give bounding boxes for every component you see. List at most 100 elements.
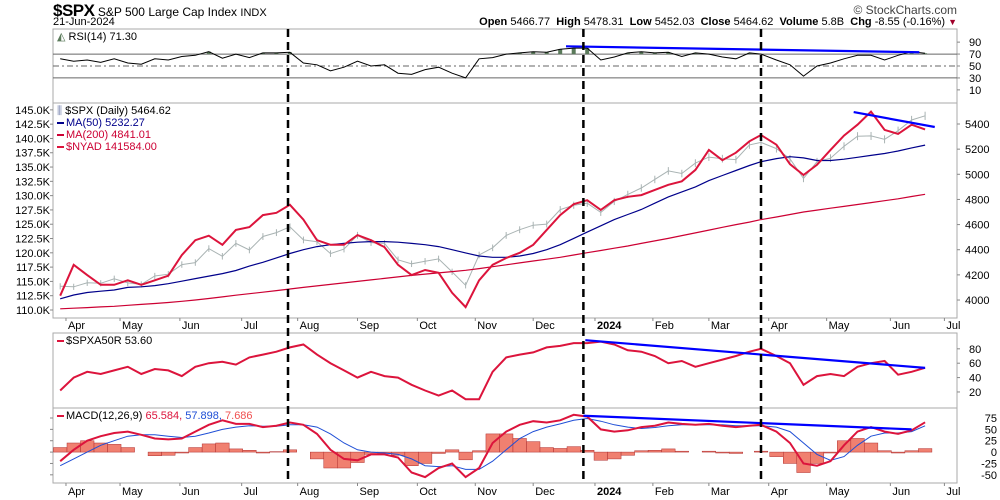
price-right-tick-label: 4000 <box>965 295 989 307</box>
price-legend: ⫼ $SPX (Daily) 5464.62 MA(50) 5232.27 MA… <box>57 105 171 153</box>
nyad-left-tick-label: 120.0K <box>15 248 51 260</box>
rsi-tick-label: 50 <box>969 61 981 73</box>
macd-legend-text: MACD(12,26,9) <box>66 410 143 422</box>
date-tick-label: Jul <box>946 486 960 498</box>
histogram-value: 7.686 <box>225 410 253 422</box>
date-tick-label: May <box>122 320 143 332</box>
macd-legend: MACD(12,26,9) 65.584, 57.898, 7.686 <box>57 410 253 422</box>
macd-histogram-bar <box>783 451 798 464</box>
rsi-line <box>60 47 926 79</box>
price-right-tick-label: 4800 <box>965 194 989 206</box>
date-tick-label: Dec <box>535 486 555 498</box>
ma50-legend-text: MA(50) 5232.27 <box>66 117 145 129</box>
macd-histogram-bar <box>53 447 68 453</box>
security-name: S&P 500 Large Cap Index <box>97 5 238 19</box>
macd-histogram-bar <box>566 446 581 453</box>
macd-line <box>59 413 926 479</box>
macd-histogram-bar <box>769 451 784 457</box>
macd-histogram-bar <box>539 447 554 453</box>
chg-label: Chg <box>850 16 872 28</box>
macd-histogram-bar <box>580 450 595 453</box>
date-tick-label: Jun <box>182 320 200 332</box>
rsi-icon: ◭ <box>57 31 66 43</box>
date-tick-label: Dec <box>535 320 555 332</box>
exchange: INDX <box>240 7 267 19</box>
ma200-line <box>60 193 926 310</box>
macd-tick-label: 75 <box>985 413 997 425</box>
nyad-left-tick-label: 127.5K <box>15 205 51 217</box>
nyad-left-tick-label: 115.0K <box>16 276 51 288</box>
ohlc-bars-icon: ⫼ <box>57 105 63 117</box>
ma50-line <box>60 144 926 300</box>
nyad-left-tick-label: 110.0K <box>16 305 51 317</box>
rsi-trendline <box>565 45 920 54</box>
chart-date: 21-Jun-2024 <box>53 16 115 28</box>
macd-histogram-bar <box>445 449 460 453</box>
macd-tick-label: 25 <box>985 436 997 448</box>
macd-histogram-bar <box>877 450 892 453</box>
symbol: $SPX <box>53 1 95 20</box>
a50r-tick-label: 40 <box>969 373 981 385</box>
down-triangle-icon: ▼ <box>948 17 957 27</box>
spx-legend-text: $SPX (Daily) 5464.62 <box>65 105 171 117</box>
nyad-left-tick-label: 145.0K <box>15 105 51 117</box>
nyad-left-tick-label: 142.5K <box>15 119 51 131</box>
rsi-legend: ◭ RSI(14) 71.30 <box>57 31 137 43</box>
macd-histogram-bar <box>418 451 433 464</box>
macd-value: 65.584, <box>145 410 183 422</box>
stockcharts-watermark: © StockCharts.com <box>853 3 957 17</box>
date-tick-label: Sep <box>360 320 380 332</box>
macd-histogram-bar <box>174 451 189 454</box>
date-tick-label: Sep <box>360 486 380 498</box>
macd-histogram-bar <box>242 450 257 453</box>
date-tick-label: Mar <box>711 320 730 332</box>
price-right-tick-label: 5200 <box>965 144 989 156</box>
macd-histogram-bar <box>310 451 325 460</box>
macd-histogram-bar <box>215 442 230 453</box>
nyad-left-tick-label: 130.0K <box>15 191 51 203</box>
macd-trendline <box>583 414 912 431</box>
macd-swatch <box>57 415 64 418</box>
macd-histogram-bar <box>120 447 135 453</box>
macd-histogram-bar <box>201 443 216 453</box>
a50r-legend-text: $SPXA50R 53.60 <box>66 335 153 347</box>
nyad-legend-text: $NYAD 141584.00 <box>66 141 157 153</box>
macd-histogram-bar <box>188 447 203 453</box>
rsi-tick-label: 70 <box>969 49 981 61</box>
price-trendline <box>853 110 935 129</box>
macd-histogram-bar <box>701 450 716 453</box>
macd-histogram-bar <box>715 451 730 454</box>
nyad-line <box>59 110 926 309</box>
date-tick-label: Aug <box>300 486 320 498</box>
date-tick-label: Jun <box>892 486 910 498</box>
nyad-left-tick-label: 135.0K <box>15 162 51 174</box>
macd-tick-label: 0 <box>991 447 997 459</box>
ma50-swatch <box>57 122 64 125</box>
macd-histogram-bar <box>918 448 933 453</box>
nyad-left-tick-label: 122.5K <box>15 234 51 246</box>
macd-histogram-bar <box>526 441 541 453</box>
macd-histogram-bar <box>904 450 919 453</box>
date-tick-label: Feb <box>655 486 674 498</box>
date-tick-label: Mar <box>711 486 730 498</box>
macd-histogram-bar <box>255 451 270 454</box>
date-tick-label: Jul <box>946 320 960 332</box>
macd-histogram-bar <box>891 451 906 454</box>
macd-histogram-bar <box>282 449 297 453</box>
volume-label: Volume <box>779 16 819 28</box>
rsi-tick-label: 90 <box>969 37 981 49</box>
price-right-tick-label: 4200 <box>965 270 989 282</box>
macd-histogram-bar <box>472 450 487 453</box>
date-tick-label: Apr <box>771 486 788 498</box>
low-label: Low <box>629 16 652 28</box>
nyad-left-tick-label: 125.0K <box>15 219 51 231</box>
macd-histogram-bar <box>458 451 473 461</box>
price-right-tick-label: 5400 <box>965 119 989 131</box>
date-tick-label: Nov <box>477 320 497 332</box>
date-tick-label: Oct <box>419 320 436 332</box>
date-tick-label: Apr <box>771 320 788 332</box>
macd-histogram-bar <box>647 450 662 453</box>
macd-histogram-bar <box>661 448 676 453</box>
nyad-left-tick-label: 132.5K <box>15 176 51 188</box>
panel-frame-price <box>52 102 958 319</box>
